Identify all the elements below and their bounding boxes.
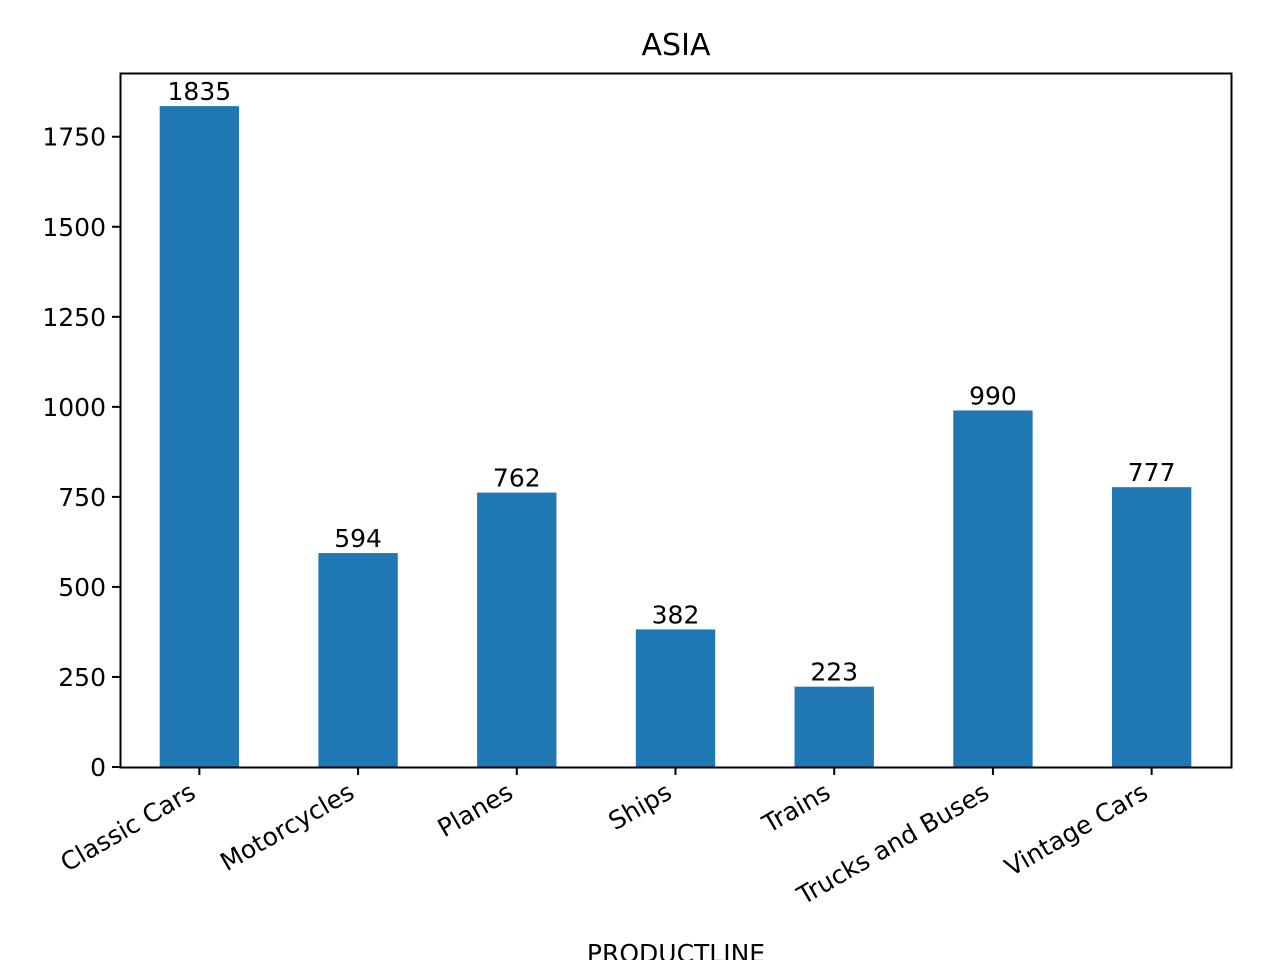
y-tick-label: 250 [58,663,106,692]
bar [794,686,874,767]
y-tick-label: 1500 [42,213,106,242]
bar [953,410,1033,767]
bars-group [159,106,1192,768]
bar [635,629,716,767]
bar-value-label: 223 [810,658,858,687]
y-tick-label: 1750 [42,123,106,152]
y-tick-label: 1000 [42,393,106,422]
plot-frame [119,72,1233,769]
bar [1111,487,1192,767]
bar-value-label: 594 [334,524,382,553]
bar-value-label: 1835 [168,77,232,106]
y-tick-label: 750 [58,483,106,512]
bar-value-label: 990 [969,381,1017,410]
bar [318,553,398,767]
y-tick-label: 1250 [42,303,106,332]
bar-value-label: 382 [652,600,700,629]
x-axis-label: PRODUCTLINE [587,939,765,960]
bar-value-label: 762 [493,464,541,493]
bar [159,106,240,768]
y-tick-label: 500 [58,573,106,602]
y-tick-label: 0 [90,753,106,782]
bar-value-labels: 1835 594 762 382 223 990 777 [168,77,1176,687]
bar [477,492,557,767]
chart-title: ASIA [642,28,711,63]
y-axis: 0 250 500 750 1000 1250 1500 1750 [42,123,120,782]
bar-value-label: 777 [1128,458,1176,487]
